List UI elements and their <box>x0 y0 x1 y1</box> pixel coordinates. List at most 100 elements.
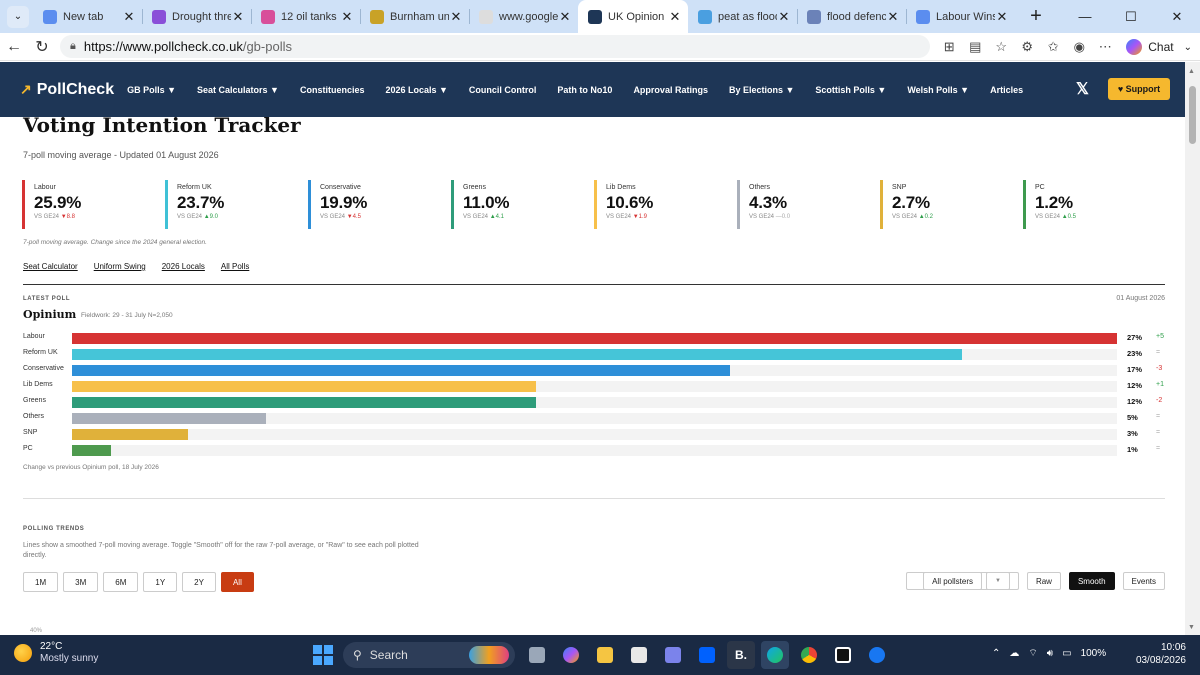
favorite-star-icon[interactable]: ☆ <box>995 39 1008 54</box>
copilot-app-icon[interactable] <box>557 641 585 669</box>
range-button[interactable]: All <box>220 572 254 592</box>
task-view-icon[interactable] <box>523 641 551 669</box>
mode-button[interactable]: Events <box>1122 572 1165 590</box>
nav-item[interactable]: Articles <box>990 84 1024 95</box>
browser-tab[interactable]: flood defence a✕ <box>797 0 906 33</box>
tab-actions-menu-button[interactable]: ⌄ <box>7 5 29 28</box>
party-name: Conservative <box>320 184 361 191</box>
latest-poll-bars: Labour 27% +5 Reform UK 23% = Conservative 17% -… <box>23 331 1168 459</box>
nav-item[interactable]: 2026 Locals ▼ <box>385 84 448 95</box>
quick-link[interactable]: Uniform Swing <box>93 262 146 271</box>
browser-tab[interactable]: Drought threat✕ <box>142 0 251 33</box>
chevron-up-icon[interactable]: ⌃ <box>992 648 1001 659</box>
close-tab-icon[interactable]: ✕ <box>559 8 571 24</box>
browser-tab[interactable]: Burnham unveils✕ <box>360 0 469 33</box>
close-tab-icon[interactable]: ✕ <box>887 8 899 24</box>
battery-icon[interactable]: ▭ <box>1062 648 1072 659</box>
party-card[interactable]: Others 4.3% VS GE24 —0.0 <box>737 180 880 229</box>
maximize-button[interactable]: ☐ <box>1125 8 1137 24</box>
onedrive-icon[interactable]: ☁ <box>1009 648 1020 659</box>
network-icon[interactable]: ⌔ <box>1028 648 1038 659</box>
b-app-icon[interactable]: B. <box>727 641 755 669</box>
taskbar-search[interactable]: ⚲ Search <box>343 642 515 668</box>
close-tab-icon[interactable]: ✕ <box>996 8 1008 24</box>
quick-link[interactable]: All Polls <box>220 262 250 271</box>
mode-button[interactable]: Smooth <box>1068 572 1115 590</box>
browser-tab[interactable]: peat as flood d✕ <box>688 0 797 33</box>
range-button[interactable]: 6M <box>103 572 139 592</box>
site-logo[interactable]: ↗ PollCheck <box>20 81 114 99</box>
url-field[interactable]: 🔒︎ https://www.pollcheck.co.uk/gb-polls <box>60 35 930 58</box>
browser-tab[interactable]: New tab ✕ <box>33 0 142 33</box>
quick-link[interactable]: Seat Calculator <box>23 262 78 271</box>
party-card[interactable]: SNP 2.7% VS GE24 ▲0.2 <box>880 180 1023 229</box>
scrollbar-thumb[interactable] <box>1189 86 1196 144</box>
range-button[interactable]: 3M <box>63 572 99 592</box>
nav-item[interactable]: Approval Ratings <box>633 84 708 95</box>
range-button[interactable]: 1M <box>23 572 59 592</box>
facebook-icon[interactable] <box>863 641 891 669</box>
media-app-icon[interactable] <box>829 641 857 669</box>
split-screen-icon[interactable]: ⊞ <box>943 39 955 54</box>
copilot-chat-button[interactable]: Chat ⌄ <box>1118 36 1200 58</box>
teams-icon[interactable] <box>659 641 687 669</box>
store-icon[interactable] <box>625 641 653 669</box>
minimize-button[interactable]: — <box>1078 9 1092 24</box>
url-path: /gb-polls <box>242 39 292 54</box>
close-tab-icon[interactable]: ✕ <box>669 8 681 24</box>
nav-item[interactable]: Scottish Polls ▼ <box>815 84 887 95</box>
quick-link[interactable]: 2026 Locals <box>161 262 205 271</box>
refresh-button[interactable]: ↻ <box>35 38 49 56</box>
party-card[interactable]: Labour 25.9% VS GE24 ▼8.8 <box>22 180 165 229</box>
close-tab-icon[interactable]: ✕ <box>778 8 790 24</box>
browser-tab[interactable]: Labour Wins Ha✕ <box>906 0 1015 33</box>
party-card[interactable]: Greens 11.0% VS GE24 ▲4.1 <box>451 180 594 229</box>
site-info-icon[interactable]: 🔒︎ <box>70 40 76 52</box>
range-button[interactable]: 2Y <box>182 572 216 592</box>
volume-icon[interactable]: 🔊︎ <box>1046 648 1054 659</box>
taskbar-clock[interactable]: 10:06 03/08/2026 <box>1136 641 1186 667</box>
close-tab-icon[interactable]: ✕ <box>232 8 244 24</box>
party-card[interactable]: PC 1.2% VS GE24 ▲0.5 <box>1023 180 1166 229</box>
extensions-icon[interactable]: ⚙ <box>1021 39 1034 54</box>
close-tab-icon[interactable]: ✕ <box>450 8 462 24</box>
profile-avatar[interactable]: ◉ <box>1073 39 1085 54</box>
page-scrollbar[interactable]: ▲ ▼ <box>1185 62 1200 635</box>
browser-tab[interactable]: UK Opinion Poll✕ <box>578 0 688 33</box>
nav-item[interactable]: By Elections ▼ <box>728 84 795 95</box>
nav-item[interactable]: GB Polls ▼ <box>127 84 177 95</box>
x-social-icon[interactable]: 𝕏 <box>1076 81 1089 98</box>
pollster-select[interactable]: All pollsters ▼ <box>906 572 1019 590</box>
reading-view-icon[interactable]: ▤ <box>969 39 982 54</box>
chrome-icon[interactable] <box>795 641 823 669</box>
nav-item[interactable]: Path to No10 <box>557 84 613 95</box>
new-tab-button[interactable]: + <box>1030 5 1042 27</box>
nav-item[interactable]: Council Control <box>468 84 537 95</box>
file-explorer-icon[interactable] <box>591 641 619 669</box>
nav-item[interactable]: Seat Calculators ▼ <box>197 84 279 95</box>
nav-item[interactable]: Welsh Polls ▼ <box>907 84 970 95</box>
close-window-button[interactable]: ✕ <box>1171 8 1183 24</box>
support-button[interactable]: ♥ Support <box>1108 78 1170 100</box>
weather-widget[interactable]: 22°C Mostly sunny <box>14 641 98 665</box>
party-card[interactable]: Reform UK 23.7% VS GE24 ▲9.0 <box>165 180 308 229</box>
scroll-down-arrow-icon[interactable]: ▼ <box>1188 624 1195 631</box>
windows-start-icon[interactable] <box>313 645 333 665</box>
back-button[interactable]: ← <box>6 37 22 55</box>
nav-item[interactable]: Constituencies <box>299 84 365 95</box>
browser-tab[interactable]: 12 oil tanks des✕ <box>251 0 360 33</box>
mode-button[interactable]: Raw <box>1026 572 1061 590</box>
more-menu-icon[interactable]: ⋯ <box>1098 39 1112 54</box>
scroll-up-arrow-icon[interactable]: ▲ <box>1188 68 1195 75</box>
favorites-icon[interactable]: ✩ <box>1047 39 1059 54</box>
close-tab-icon[interactable]: ✕ <box>123 8 135 24</box>
poll-bar <box>72 413 266 424</box>
edge-browser-icon[interactable] <box>761 641 789 669</box>
party-card[interactable]: Lib Dems 10.6% VS GE24 ▼1.9 <box>594 180 737 229</box>
close-tab-icon[interactable]: ✕ <box>341 8 353 24</box>
range-button[interactable]: 1Y <box>143 572 178 592</box>
browser-tab[interactable]: www.google.co✕ <box>469 0 578 33</box>
party-card[interactable]: Conservative 19.9% VS GE24 ▼4.5 <box>308 180 451 229</box>
change-value: ▲4.1 <box>488 214 504 220</box>
dropbox-icon[interactable] <box>693 641 721 669</box>
